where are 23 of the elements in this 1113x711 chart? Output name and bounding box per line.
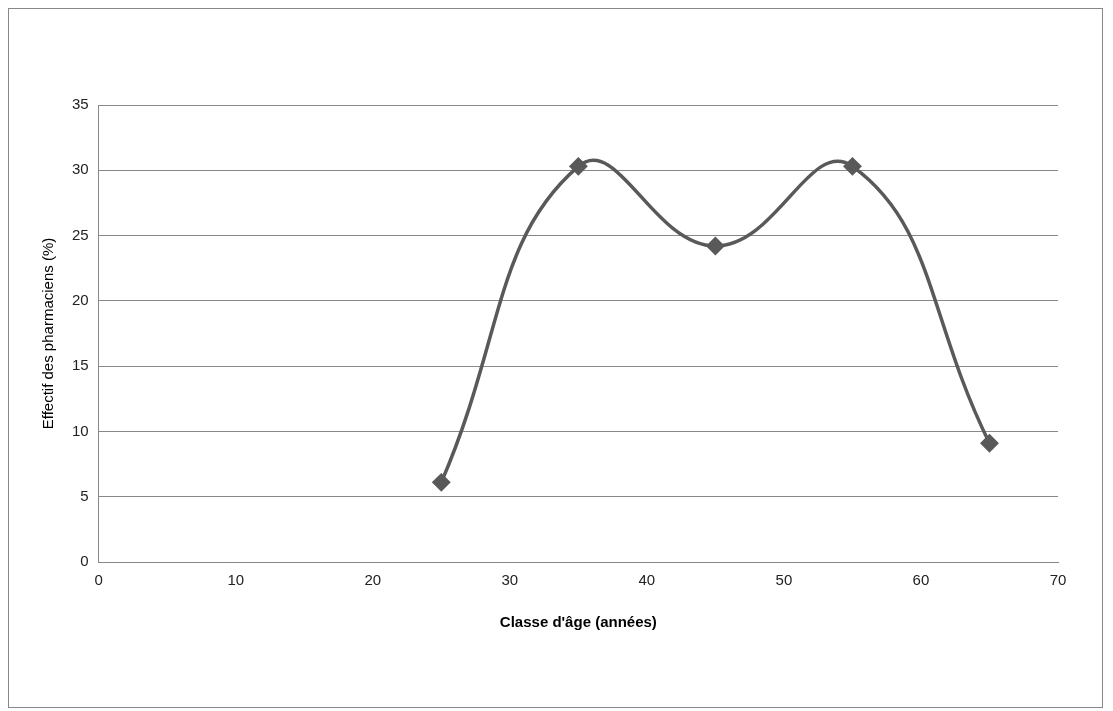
y-axis-title: Effectif des pharmaciens (%) [39, 237, 57, 430]
y-tick-label: 10 [72, 421, 89, 439]
point [980, 434, 999, 452]
y-tick-label: 35 [72, 95, 89, 113]
x-tick-label: 60 [912, 571, 930, 589]
x-tick-label: 0 [94, 571, 103, 589]
point [432, 473, 451, 492]
y-tick-label: 25 [72, 225, 89, 243]
y-tick-label: 15 [72, 356, 89, 374]
y-tick-label: 5 [80, 486, 89, 504]
x-axis-title: Classe d'âge (années) [499, 613, 657, 631]
y-tick-label: 0 [80, 552, 89, 570]
x-tick-label: 30 [501, 571, 519, 589]
x-tick-label: 40 [638, 571, 656, 589]
x-tick-label: 50 [775, 571, 793, 589]
y-tick-label: 20 [72, 291, 89, 308]
x-tick-label: 10 [227, 571, 245, 589]
point [569, 157, 588, 176]
point [843, 157, 862, 176]
x-tick-label: 20 [364, 571, 382, 589]
x-tick-label: 70 [1049, 571, 1067, 589]
y-tick-label: 30 [72, 160, 89, 178]
point [706, 237, 725, 255]
